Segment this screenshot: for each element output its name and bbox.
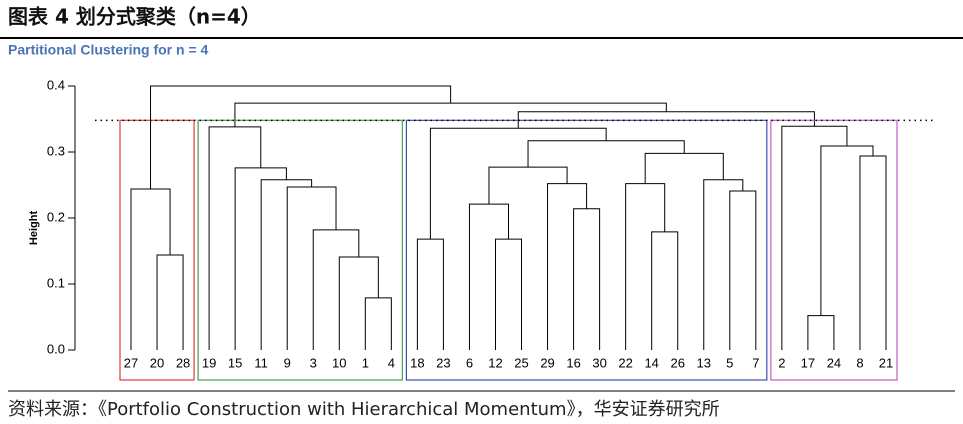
merge: [468, 203, 509, 350]
leaf-label: 15: [228, 355, 242, 370]
merge: [364, 297, 392, 350]
leaf-label: 2: [778, 355, 785, 370]
merge: [488, 166, 568, 205]
leaf-label: 23: [436, 355, 450, 370]
leaf-label: 21: [879, 355, 893, 370]
cluster-box: [770, 119, 898, 381]
y-tick-label: 0.4: [47, 77, 65, 92]
merge: [130, 188, 171, 350]
merge: [156, 254, 184, 350]
cluster-box: [197, 119, 403, 381]
merge: [820, 145, 874, 316]
leaf-label: 14: [644, 355, 658, 370]
leaf-label: 9: [284, 355, 291, 370]
leaf-label: 10: [332, 355, 346, 370]
merge: [416, 238, 444, 350]
chart-title: Partitional Clustering for n = 4: [8, 42, 209, 58]
leaf-label: 30: [592, 355, 606, 370]
leaf-label: 25: [514, 355, 528, 370]
leaf-label: 29: [540, 355, 554, 370]
leaf-label: 4: [388, 355, 395, 370]
leaf-label: 11: [254, 355, 268, 370]
merge: [260, 179, 313, 350]
merge: [781, 125, 848, 350]
leaf-label: 27: [124, 355, 138, 370]
merge: [234, 102, 667, 127]
leaf-label: 28: [176, 355, 190, 370]
leaf-label: 7: [752, 355, 759, 370]
leaf-label: 26: [670, 355, 684, 370]
merge: [625, 183, 666, 350]
y-tick-label: 0.3: [47, 143, 65, 158]
merge: [644, 152, 724, 184]
y-tick-label: 0.0: [47, 341, 65, 356]
merge: [573, 208, 601, 350]
merge: [703, 179, 744, 350]
y-tick-label: 0.2: [47, 209, 65, 224]
leaf-label: 24: [827, 355, 841, 370]
leaf-label: 18: [410, 355, 424, 370]
cluster-box: [405, 119, 768, 381]
y-tick-label: 0.1: [47, 275, 65, 290]
merge: [651, 231, 679, 350]
leaf-label: 1: [362, 355, 369, 370]
leaf-label: 17: [801, 355, 815, 370]
leaf-label: 22: [618, 355, 632, 370]
merge: [859, 155, 887, 350]
cluster-box: [119, 119, 195, 381]
merge: [150, 85, 452, 189]
merge: [807, 315, 835, 350]
merge: [494, 238, 523, 350]
y-axis-label: Height: [28, 211, 40, 246]
leaf-label: 12: [488, 355, 502, 370]
leaf-label: 6: [466, 355, 473, 370]
leaf-label: 19: [202, 355, 216, 370]
leaf-label: 16: [566, 355, 580, 370]
leaf-label: 8: [856, 355, 863, 370]
merge: [338, 256, 379, 350]
merge: [527, 140, 685, 168]
merge: [312, 229, 360, 350]
leaf-label: 3: [310, 355, 317, 370]
leaf-label: 20: [150, 355, 164, 370]
merge: [729, 190, 757, 350]
source: 资料来源：《Portfolio Construction with Hierar…: [8, 399, 720, 420]
header: 图表 4 划分式聚类（n=4）: [8, 5, 261, 29]
leaf-label: 5: [726, 355, 733, 370]
leaf-label: 13: [697, 355, 711, 370]
merge: [286, 186, 337, 350]
